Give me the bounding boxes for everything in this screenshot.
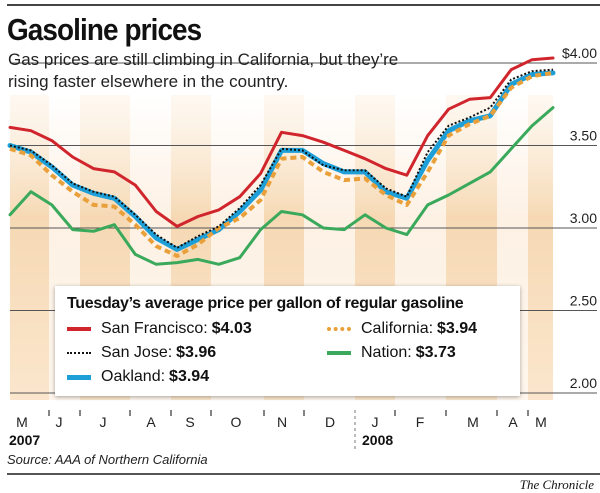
series-line-oakland: [7, 70, 556, 252]
x-tick-label: M: [16, 414, 28, 430]
x-tick-label: S: [185, 414, 194, 430]
y-tick-label: $4.00: [562, 45, 597, 61]
legend-title: Tuesday’s average price per gallon of re…: [67, 295, 464, 312]
x-tick-label: O: [231, 414, 242, 430]
series-line-san-francisco: [8, 56, 555, 228]
legend-value: $3.73: [415, 344, 456, 361]
legend-swatch: [67, 352, 91, 354]
y-tick-label: 3.00: [570, 210, 597, 226]
source-note: Source: AAA of Northern California: [7, 452, 208, 467]
legend-label: San Jose:: [101, 344, 173, 361]
legend-label: Nation:: [361, 344, 412, 361]
top-rule: [7, 4, 600, 6]
series-line-san-jose: [9, 68, 554, 249]
x-tick-label: J: [372, 414, 379, 430]
legend-label: Oakland:: [101, 368, 166, 385]
credit-logo: The Chronicle: [519, 477, 594, 492]
x-tick-label: M: [535, 414, 547, 430]
legend-value: $3.94: [169, 368, 210, 385]
x-tick-label: D: [325, 414, 335, 430]
legend-item-california: California: $3.94: [327, 320, 477, 338]
month-band: [10, 95, 49, 400]
legend-swatch: [327, 351, 351, 355]
legend-swatch: [327, 327, 351, 331]
legend-value: $3.96: [176, 344, 217, 361]
legend-swatch: [67, 327, 91, 331]
x-tick-label: F: [416, 414, 425, 430]
x-tick-label: N: [277, 414, 287, 430]
x-tick-label: J: [100, 414, 107, 430]
legend-item-nation: Nation: $3.73: [327, 344, 456, 362]
legend-label: California:: [361, 320, 434, 337]
legend-item-san-jose: San Jose: $3.96: [67, 344, 216, 362]
year-label-2007: 2007: [9, 432, 41, 448]
legend: Tuesday’s average price per gallon of re…: [55, 286, 520, 396]
chart-subtitle: Gas prices are still climbing in Califor…: [8, 50, 399, 91]
legend-value: $4.03: [211, 320, 252, 337]
legend-label: San Francisco:: [101, 320, 208, 337]
y-tick-label: 2.00: [570, 375, 597, 391]
legend-swatch: [67, 374, 91, 380]
year-label-2008: 2008: [362, 432, 394, 448]
legend-item-san-francisco: San Francisco: $4.03: [67, 320, 252, 338]
series-line-california: [9, 70, 554, 258]
chart-title: Gasoline prices: [7, 12, 202, 47]
legend-value: $3.94: [437, 320, 478, 337]
month-band: [528, 95, 553, 400]
y-tick-label: 3.50: [570, 128, 597, 144]
y-tick-label: 2.50: [570, 293, 597, 309]
x-tick-label: J: [56, 414, 63, 430]
legend-item-oakland: Oakland: $3.94: [67, 368, 209, 386]
x-tick-label: M: [467, 414, 479, 430]
series-line-nation: [8, 106, 555, 266]
x-tick-label: A: [508, 414, 518, 430]
x-tick-label: A: [146, 414, 156, 430]
bottom-rule: [7, 473, 600, 475]
